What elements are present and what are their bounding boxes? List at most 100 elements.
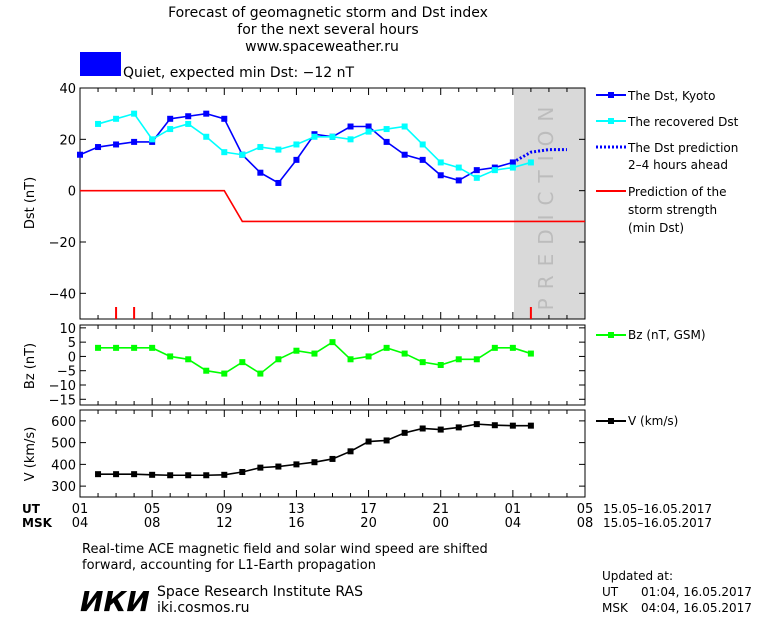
institute-site[interactable]: iki.cosmos.ru — [157, 600, 249, 616]
ut-tick-label: 05 — [144, 502, 161, 517]
legend-dst-kyoto: The Dst, Kyoto — [627, 89, 715, 103]
dst-plot-frame — [79, 87, 586, 320]
dst-series-0-point — [365, 123, 372, 130]
dst-series-1-point — [167, 126, 174, 133]
dst-series-0-point — [419, 156, 426, 163]
institute-site-link[interactable]: iki.cosmos.ru — [157, 600, 249, 616]
dst-series-1-point — [95, 120, 102, 127]
legend-recovered-dst-marker — [608, 118, 614, 124]
bz-series-0-point — [203, 367, 210, 374]
bz-series-0-point — [293, 347, 300, 354]
dst-series-1-point — [275, 146, 282, 153]
bz-series-0-point — [113, 344, 120, 351]
bz-series-0-point — [455, 356, 462, 363]
dst-series-1-point — [401, 123, 408, 130]
dst-series-1-point — [437, 159, 444, 166]
dst-series-1-point — [365, 128, 372, 135]
v-series-0-line — [98, 423, 531, 477]
v-ytick-label: 500 — [51, 437, 76, 452]
legend-storm-strength-line2: storm strength — [628, 203, 717, 217]
legend-bz-marker — [608, 332, 614, 338]
msk-axis-label: MSK — [22, 516, 53, 530]
legend-v-marker — [608, 418, 614, 424]
dst-series-1-point — [419, 141, 426, 148]
chart-title-line1: Forecast of geomagnetic storm and Dst in… — [168, 5, 488, 21]
dst-series-0-point — [455, 177, 462, 184]
dst-series-0-point — [167, 115, 174, 122]
dst-ylabel: Dst (nT) — [23, 177, 38, 229]
v-series-0-point — [347, 448, 354, 455]
bz-ytick-label: −15 — [49, 393, 76, 408]
institute-name: Space Research Institute RAS — [157, 584, 363, 600]
dst-series-1-point — [239, 151, 246, 158]
dst-series-1-point — [527, 159, 534, 166]
dst-series-0-point — [293, 156, 300, 163]
v-ytick-label: 300 — [51, 480, 76, 495]
v-series-0-point — [491, 422, 498, 429]
ut-axis-label: UT — [22, 502, 41, 516]
updated-msk-label: MSK — [602, 601, 629, 615]
v-series-0-point — [257, 464, 264, 471]
dst-series-0-point — [383, 138, 390, 145]
prediction-region — [514, 88, 585, 319]
dst-series-3-line — [80, 189, 585, 223]
dst-series-1-point — [185, 120, 192, 127]
msk-tick-label: 12 — [216, 516, 233, 531]
v-series-0-point — [527, 422, 534, 429]
msk-tick-label: 04 — [72, 516, 89, 531]
v-series-0-point — [293, 461, 300, 468]
dst-series-1-point — [473, 174, 480, 181]
status-text: Quiet, expected min Dst: −12 nT — [123, 65, 355, 81]
v-series-0-point — [383, 437, 390, 444]
bz-ytick-label: 10 — [59, 322, 76, 337]
bz-ytick-label: −10 — [49, 379, 76, 394]
v-series-0-point — [113, 471, 120, 478]
msk-date-range: 15.05–16.05.2017 — [603, 516, 712, 530]
dst-series-1-point — [203, 133, 210, 140]
v-series-0-point — [311, 459, 318, 466]
msk-tick-label: 16 — [288, 516, 305, 531]
bz-series-0-point — [95, 344, 102, 351]
bz-series-0-point — [131, 344, 138, 351]
dst-series-0-point — [77, 151, 83, 158]
legend-dst-prediction: The Dst prediction — [627, 141, 738, 155]
website-link[interactable]: www.spaceweather.ru — [245, 39, 399, 55]
v-ytick-label: 600 — [51, 415, 76, 430]
bz-series-0-point — [149, 344, 156, 351]
updated-ut-value: 01:04, 16.05.2017 — [641, 585, 752, 599]
dst-series-1-point — [113, 115, 120, 122]
dst-series-1-point — [149, 136, 156, 143]
msk-tick-label: 04 — [505, 516, 522, 531]
dst-series-1-point — [491, 167, 498, 174]
v-series-0-point — [437, 426, 444, 433]
dst-series-0-point — [221, 115, 228, 122]
v-series-0-point — [455, 424, 462, 431]
msk-tick-label: 20 — [360, 516, 377, 531]
dst-series-0-point — [401, 151, 408, 158]
bz-series-0-point — [401, 350, 408, 357]
dst-series-0-line — [79, 112, 514, 185]
msk-tick-label: 00 — [432, 516, 449, 531]
v-series-0-point — [203, 472, 210, 479]
ut-tick-label: 01 — [505, 502, 522, 517]
dst-series-0-point — [437, 172, 444, 179]
bz-series-0-point — [239, 359, 246, 366]
bz-series-0-point — [221, 370, 228, 377]
v-series-0-point — [167, 472, 174, 479]
ut-tick-label: 17 — [360, 502, 377, 517]
legend-recovered-dst: The recovered Dst — [627, 115, 739, 129]
bz-series-0-point — [329, 339, 336, 346]
dst-series-0-point — [185, 113, 192, 120]
dst-series-0-point — [203, 110, 210, 117]
bz-series-0-point — [257, 370, 264, 377]
dst-ytick-label: −20 — [49, 236, 76, 251]
website-text[interactable]: www.spaceweather.ru — [245, 39, 399, 55]
v-series-0-point — [329, 455, 336, 462]
bz-ytick-label: 0 — [68, 350, 76, 365]
dst-series-1-point — [455, 164, 462, 171]
dst-ytick-label: 20 — [59, 133, 76, 148]
bz-series-0-point — [365, 353, 372, 360]
prediction-label: PREDICTION — [534, 98, 558, 311]
status-color-swatch — [80, 52, 121, 76]
